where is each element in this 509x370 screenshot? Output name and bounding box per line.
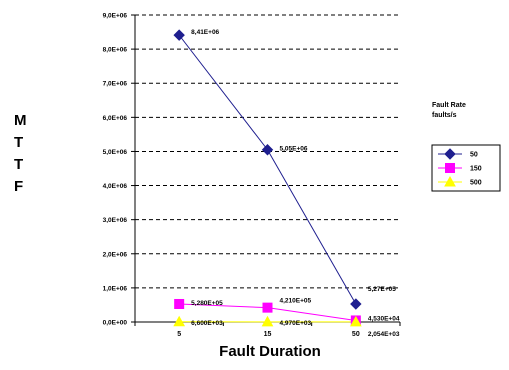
- data-label: 6,600E+03: [191, 320, 223, 327]
- y-tick-label: 2,0E+06: [103, 251, 128, 258]
- y-axis-title-letter-2: T: [14, 134, 24, 151]
- legend-label-500: 500: [470, 180, 482, 187]
- series-50-point: [261, 144, 274, 156]
- data-label: 5,280E+05: [191, 300, 223, 307]
- data-label: 4,530E+04: [368, 315, 400, 322]
- data-label: 4,210E+05: [280, 298, 312, 305]
- legend-label-150: 150: [470, 166, 482, 173]
- y-axis-title-letter-4: F: [14, 178, 24, 195]
- series-500-point: [261, 315, 274, 327]
- legend-marker-50: [444, 148, 456, 160]
- x-tick-label: 5: [177, 331, 181, 338]
- data-label: 5,05E+06: [280, 146, 308, 153]
- y-tick-label: 5,0E+06: [103, 149, 128, 156]
- legend-label-50: 50: [470, 152, 478, 159]
- data-label: 5,27E+05: [368, 286, 396, 293]
- data-label: 2,054E+03: [368, 331, 400, 338]
- y-tick-label: 1,0E+06: [103, 285, 128, 292]
- series-150-point: [262, 302, 273, 313]
- y-tick-label: 8,0E+06: [103, 47, 128, 54]
- series-500-point: [349, 315, 362, 327]
- data-label: 4,970E+03: [280, 320, 312, 327]
- x-axis-title: Fault Duration: [219, 343, 321, 360]
- series-line-50: [178, 34, 357, 305]
- y-tick-label: 9,0E+06: [103, 13, 128, 20]
- series-50-point: [350, 298, 362, 310]
- y-axis-title-letter-3: T: [14, 156, 24, 173]
- y-tick-label: 6,0E+06: [103, 115, 128, 122]
- series-50-point: [173, 29, 185, 41]
- series-500-point: [173, 315, 186, 327]
- y-tick-label: 4,0E+06: [103, 183, 128, 190]
- x-tick-label: 50: [352, 331, 360, 338]
- data-label: 8,41E+06: [191, 29, 219, 36]
- y-axis-title-letter-1: M: [14, 112, 27, 129]
- legend-marker-500: [444, 175, 456, 187]
- series-150-point: [174, 298, 185, 309]
- legend-marker-150: [445, 163, 455, 173]
- x-tick-label: 15: [264, 331, 272, 338]
- legend-title-line-1: Fault Rate: [432, 102, 466, 109]
- y-tick-label: 3,0E+06: [103, 217, 128, 224]
- y-tick-label: 0,0E+00: [103, 320, 128, 327]
- y-tick-label: 7,0E+06: [103, 81, 128, 88]
- legend-title-line-2: faults/s: [432, 112, 457, 119]
